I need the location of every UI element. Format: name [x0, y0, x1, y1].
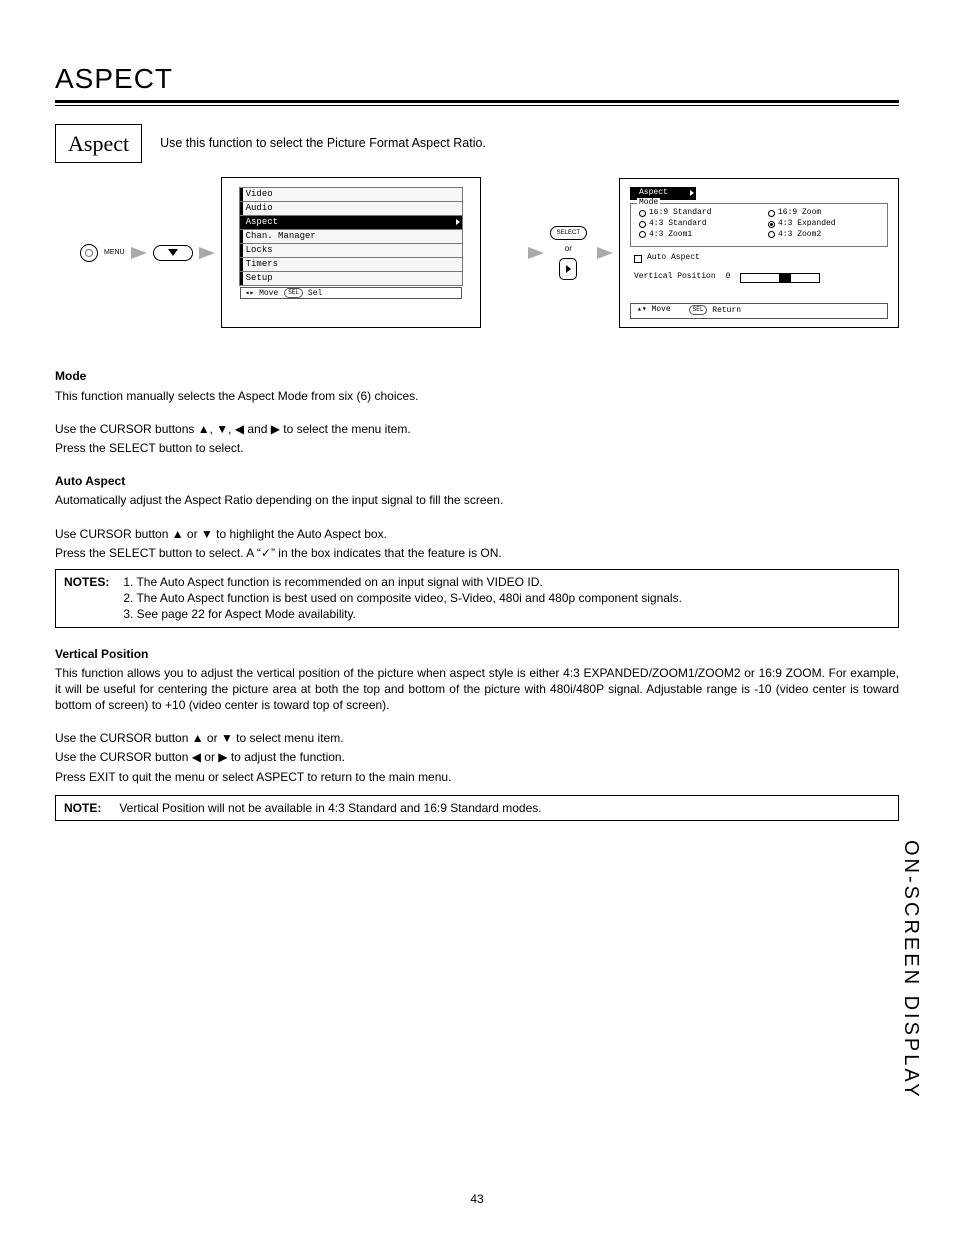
- mode-option-4-3-zoom1: 4:3 Zoom1: [639, 230, 750, 241]
- mode-option-16-9-zoom: 16:9 Zoom: [768, 208, 879, 219]
- page-title: ASPECT: [55, 60, 899, 98]
- auto-p2: Use CURSOR button ▲ or ▼ to highlight th…: [55, 526, 899, 542]
- auto-p3: Press the SELECT button to select. A “✓”…: [55, 545, 899, 561]
- menu-item-aspect: Aspect: [240, 216, 462, 229]
- menu-item-locks: Locks: [240, 244, 462, 257]
- mode-p1: This function manually selects the Aspec…: [55, 388, 899, 404]
- vpos-value: 0: [726, 272, 731, 283]
- arrow-icon: [131, 247, 147, 259]
- footer-move-label: Move: [259, 289, 278, 298]
- mode-option-16-9-standard: 16:9 Standard: [639, 208, 750, 219]
- vpos-slider: [740, 273, 820, 283]
- single-note-text: Vertical Position will not be available …: [119, 800, 541, 816]
- vpos-heading: Vertical Position: [55, 646, 899, 662]
- menu-button-icon: [80, 244, 98, 262]
- mode-legend: Mode: [637, 198, 660, 209]
- mode-fieldset: Mode 16:9 Standard 16:9 Zoom 4:3 Standar…: [630, 203, 888, 247]
- menu-item-audio: Audio: [240, 202, 462, 215]
- page-number: 43: [0, 1191, 954, 1207]
- aspect-osd-footer: ▴▾ Move SEL Return: [630, 303, 888, 319]
- notes-label: NOTES:: [64, 574, 109, 623]
- auto-p1: Automatically adjust the Aspect Ratio de…: [55, 492, 899, 508]
- menu-item-chan-manager: Chan. Manager: [240, 230, 462, 243]
- body-text: Mode This function manually selects the …: [55, 368, 899, 821]
- vpos-p3: Use the CURSOR button ◀ or ▶ to adjust t…: [55, 749, 899, 765]
- cursor-right-button-icon: [559, 258, 577, 280]
- menu-item-video: Video: [240, 188, 462, 201]
- title-rule-thick: [55, 100, 899, 103]
- auto-aspect-label: Auto Aspect: [647, 253, 700, 264]
- side-strip-label: ON-SCREEN DISPLAY: [897, 840, 924, 1100]
- vpos-p1: This function allows you to adjust the v…: [55, 665, 899, 714]
- notes-line-1: 1. The Auto Aspect function is recommend…: [123, 574, 682, 590]
- vpos-p2: Use the CURSOR button ▲ or ▼ to select m…: [55, 730, 899, 746]
- intro-box: Aspect: [55, 124, 142, 164]
- arrow-icon: [597, 247, 613, 259]
- osd-footer-return: Return: [712, 306, 741, 315]
- checkbox-icon: [634, 255, 642, 263]
- single-note-label: NOTE:: [64, 800, 101, 816]
- vpos-label: Vertical Position: [634, 272, 716, 283]
- mode-heading: Mode: [55, 368, 899, 384]
- mode-option-4-3-standard: 4:3 Standard: [639, 219, 750, 230]
- vertical-position-row: Vertical Position 0: [634, 272, 888, 283]
- diagram-strip: MENU Video Audio Aspect Chan. Manager Lo…: [80, 177, 899, 328]
- menu-item-timers: Timers: [240, 258, 462, 271]
- vpos-p4: Press EXIT to quit the menu or select AS…: [55, 769, 899, 785]
- chevron-down-icon: [168, 249, 178, 256]
- arrow-icon: [528, 247, 544, 259]
- main-menu-list: Video Audio Aspect Chan. Manager Locks T…: [240, 188, 462, 299]
- title-rule-thin: [55, 105, 899, 106]
- mode-p3: Press the SELECT button to select.: [55, 440, 899, 456]
- or-select-group: SELECT or: [550, 226, 587, 281]
- sel-pill-icon: SEL: [284, 288, 303, 298]
- auto-heading: Auto Aspect: [55, 473, 899, 489]
- menu-item-setup: Setup: [240, 272, 462, 285]
- intro-text: Use this function to select the Picture …: [160, 135, 486, 152]
- chevron-right-icon: [566, 265, 571, 273]
- menu-button-graphic: MENU: [80, 244, 125, 262]
- footer-sel-label: Sel: [308, 290, 322, 299]
- arrow-icon: [199, 247, 215, 259]
- intro-row: Aspect Use this function to select the P…: [55, 124, 899, 164]
- mode-option-4-3-zoom2: 4:3 Zoom2: [768, 230, 879, 241]
- select-button-icon: SELECT: [550, 226, 587, 240]
- cursor-down-pill: [153, 245, 193, 261]
- mode-option-4-3-expanded: 4:3 Expanded: [768, 219, 879, 230]
- notes-box: NOTES: 1. The Auto Aspect function is re…: [55, 569, 899, 628]
- main-menu-footer: ◂▸ Move SEL Sel: [240, 287, 462, 299]
- menu-button-label: MENU: [104, 248, 125, 257]
- notes-line-3: 3. See page 22 for Aspect Mode availabil…: [123, 606, 682, 622]
- or-label: or: [565, 244, 572, 255]
- osd-footer-move: Move: [651, 305, 670, 314]
- main-menu-osd: Video Audio Aspect Chan. Manager Locks T…: [221, 177, 481, 328]
- aspect-osd: Aspect Mode 16:9 Standard 16:9 Zoom 4:3 …: [619, 178, 899, 328]
- notes-line-2: 2. The Auto Aspect function is best used…: [123, 590, 682, 606]
- mode-p2: Use the CURSOR buttons ▲, ▼, ◀ and ▶ to …: [55, 421, 899, 437]
- auto-aspect-row: Auto Aspect: [634, 253, 888, 264]
- sel-pill-icon: SEL: [689, 305, 708, 315]
- single-note-box: NOTE: Vertical Position will not be avai…: [55, 795, 899, 821]
